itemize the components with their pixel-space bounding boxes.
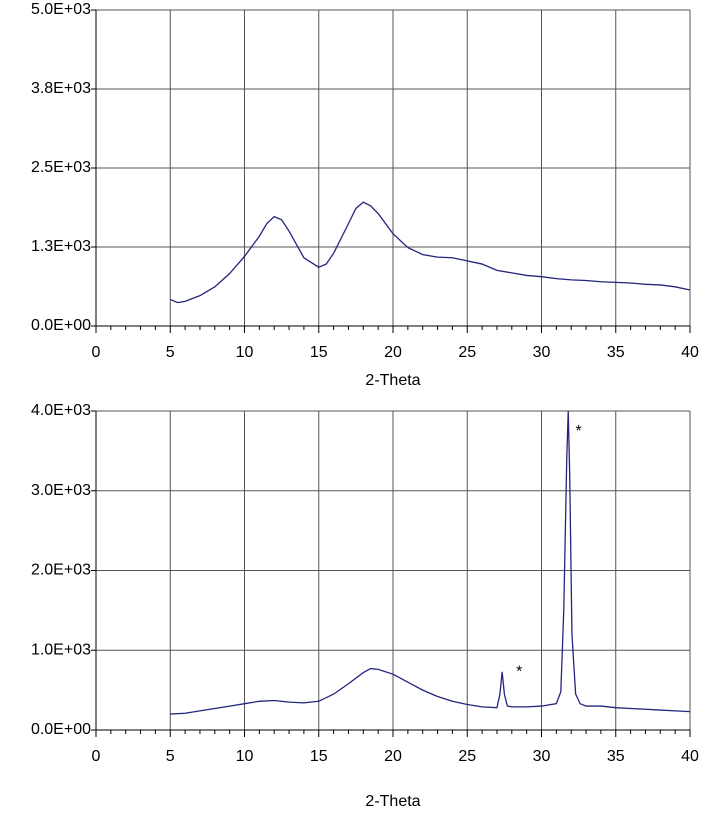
x-axis-title: 2-Theta [365, 372, 420, 389]
x-tick-label: 25 [458, 748, 476, 765]
x-tick-label: 10 [236, 748, 254, 765]
y-tick-label: 4.0E+03 [31, 402, 91, 419]
y-tick-label: 1.3E+03 [31, 238, 91, 255]
y-tick-label: 0.0E+00 [31, 721, 91, 738]
x-tick-label: 15 [310, 748, 328, 765]
y-tick-label: 0.0E+00 [31, 317, 91, 334]
y-tick-label: 5.0E+03 [31, 1, 91, 18]
y-tick-label: 3.0E+03 [31, 482, 91, 499]
x-tick-label: 40 [681, 748, 699, 765]
x-tick-label: 25 [458, 344, 476, 361]
x-tick-label: 35 [607, 748, 625, 765]
y-tick-label: 2.5E+03 [31, 159, 91, 176]
data-line [169, 201, 691, 304]
x-tick-label: 5 [166, 748, 175, 765]
annotation: * [576, 423, 582, 440]
y-tick-label: 2.0E+03 [31, 562, 91, 579]
data-line [170, 410, 691, 715]
y-tick-label: 1.0E+03 [31, 641, 91, 658]
x-tick-label: 0 [92, 748, 101, 765]
x-tick-label: 10 [236, 344, 254, 361]
x-tick-label: 15 [310, 344, 328, 361]
x-tick-label: 40 [681, 344, 699, 361]
x-tick-label: 30 [533, 344, 551, 361]
x-tick-label: 20 [384, 748, 402, 765]
y-tick-label: 3.8E+03 [31, 80, 91, 97]
x-tick-label: 5 [166, 344, 175, 361]
x-tick-label: 35 [607, 344, 625, 361]
x-axis-title: 2-Theta [365, 793, 420, 810]
x-tick-label: 30 [533, 748, 551, 765]
x-tick-label: 0 [92, 344, 101, 361]
annotation: * [516, 663, 522, 680]
x-tick-label: 20 [384, 344, 402, 361]
